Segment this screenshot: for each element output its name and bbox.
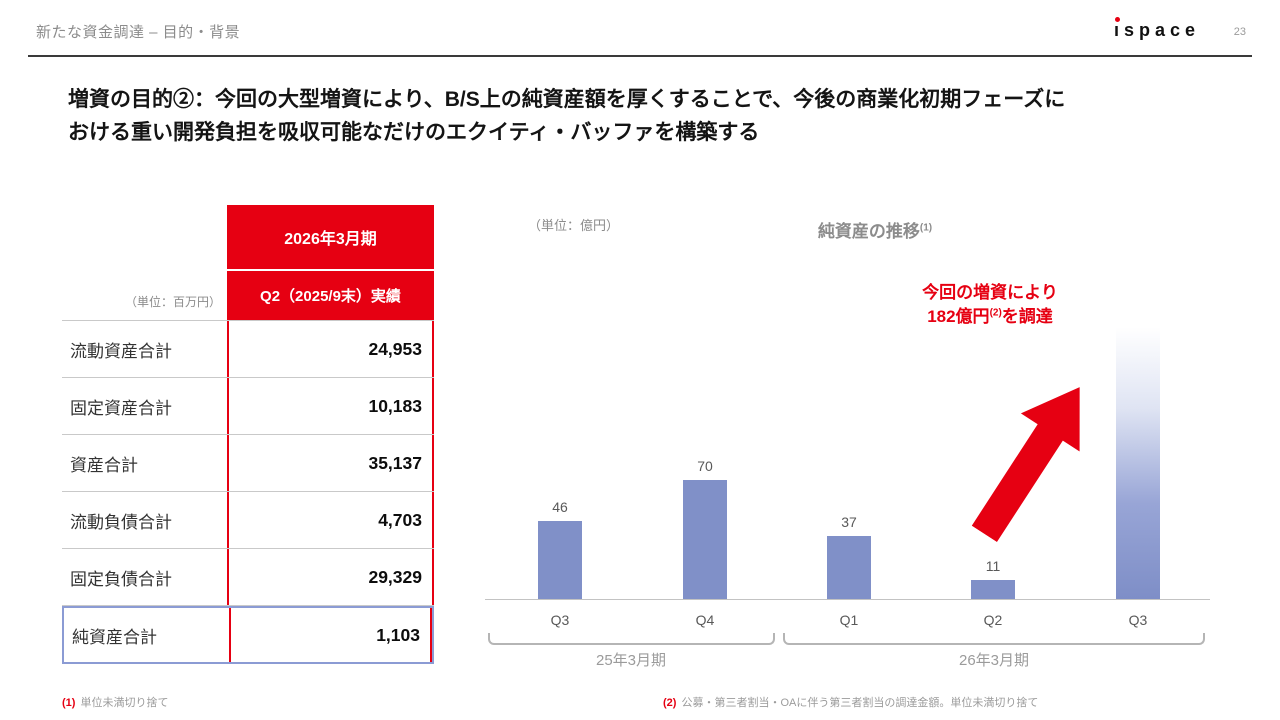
chart-bar bbox=[538, 521, 582, 599]
table-quarter-header: Q2（2025/9末）実績 bbox=[260, 288, 401, 305]
chart-unit-label: （単位：億円） bbox=[528, 218, 620, 233]
logo-red-dot-icon bbox=[1114, 17, 1120, 22]
x-axis-label: Q4 bbox=[695, 612, 715, 628]
row-label: 流動負債合計 bbox=[70, 512, 172, 532]
bar-value-label: 46 bbox=[552, 499, 568, 515]
table-row: 流動資産合計 24,953 bbox=[62, 321, 434, 378]
row-label: 流動資産合計 bbox=[70, 341, 172, 361]
x-axis-label: Q3 bbox=[1128, 612, 1148, 628]
chart-title-footnote-ref: (1) bbox=[919, 222, 933, 234]
table-corner-cell: （単位：百万円） bbox=[62, 205, 227, 320]
row-value: 10,183 bbox=[227, 378, 434, 434]
chart-bar bbox=[827, 536, 871, 599]
chart-bar bbox=[683, 480, 727, 599]
annotation-footnote-ref: (2) bbox=[989, 307, 1002, 319]
table-row-net-assets-highlighted: 純資産合計 1,103 bbox=[62, 606, 434, 664]
fiscal-year-bracket-fy25 bbox=[488, 633, 775, 645]
row-value: 35,137 bbox=[227, 435, 434, 491]
x-axis-label: Q2 bbox=[983, 612, 1003, 628]
row-value: 24,953 bbox=[227, 321, 434, 377]
table-period-header: 2026年3月期 bbox=[227, 205, 434, 271]
annotation-line1: 今回の増資により bbox=[922, 283, 1058, 302]
fiscal-year-label-fy26: 26年3月期 bbox=[958, 652, 1030, 669]
table-row: 資産合計 35,137 bbox=[62, 435, 434, 492]
row-label: 固定負債合計 bbox=[70, 569, 172, 589]
table-body: 流動資産合計 24,953 固定資産合計 10,183 資産合計 35,137 … bbox=[62, 320, 434, 664]
bar-chart-plot: 46 70 37 11 bbox=[485, 205, 1210, 600]
table-row: 流動負債合計 4,703 bbox=[62, 492, 434, 549]
fiscal-year-bracket-fy26 bbox=[783, 633, 1205, 645]
table-row: 固定資産合計 10,183 bbox=[62, 378, 434, 435]
row-label: 資産合計 bbox=[70, 455, 138, 475]
chart-bar bbox=[971, 580, 1015, 599]
x-axis-label: Q3 bbox=[550, 612, 570, 628]
bar-value-label: 37 bbox=[841, 514, 857, 530]
table-red-header: 2026年3月期 Q2（2025/9末）実績 bbox=[227, 205, 434, 320]
slide-heading: 増資の目的②：今回の大型増資により、B/S上の純資産額を厚くすることで、今後の商… bbox=[68, 84, 1228, 149]
chart-title: 純資産の推移(1) bbox=[817, 222, 933, 241]
annotation-line2: 182億円(2)を調達 bbox=[927, 306, 1053, 326]
slide-heading-line2: おける重い開発負担を吸収可能なだけのエクイティ・バッファを構築する bbox=[68, 120, 760, 144]
logo-letter-i: ı bbox=[1114, 17, 1124, 41]
footnote-1-marker: (1) bbox=[62, 697, 76, 709]
x-axis-label: Q1 bbox=[839, 612, 859, 628]
footnote-2: (2) 公募・第三者割当・OAに伴う第三者割当の調達金額。単位未満切り捨て bbox=[663, 694, 1038, 710]
row-value: 29,329 bbox=[227, 549, 434, 605]
page-number: 23 bbox=[1233, 26, 1246, 38]
bar-value-label: 70 bbox=[697, 458, 713, 474]
table-row: 固定負債合計 29,329 bbox=[62, 549, 434, 606]
slide-kicker-title: 新たな資金調達 – 目的・背景 bbox=[36, 24, 241, 41]
row-value: 4,703 bbox=[227, 492, 434, 548]
footnote-1: (1) 単位未満切り捨て bbox=[62, 694, 168, 710]
balance-sheet-table: （単位：百万円） 2026年3月期 Q2（2025/9末）実績 流動資産合計 2… bbox=[62, 205, 434, 664]
row-value: 1,103 bbox=[229, 608, 432, 662]
slide-heading-line1: 増資の目的②：今回の大型増資により、B/S上の純資産額を厚くすることで、今後の商… bbox=[68, 88, 1066, 111]
slide-header: 新たな資金調達 – 目的・背景 ı space 23 bbox=[28, 0, 1252, 57]
fiscal-year-label-fy25: 25年3月期 bbox=[595, 652, 667, 669]
table-header: （単位：百万円） 2026年3月期 Q2（2025/9末）実績 bbox=[62, 205, 434, 320]
row-label: 固定資産合計 bbox=[70, 398, 172, 418]
net-assets-chart: （単位：億円） 純資産の推移(1) 今回の増資により 182億円(2)を調達 4… bbox=[485, 205, 1210, 680]
row-label: 純資産合計 bbox=[72, 627, 157, 647]
chart-bar-projected bbox=[1116, 327, 1160, 599]
footnote-1-text: 単位未満切り捨て bbox=[80, 697, 169, 709]
footnote-2-text: 公募・第三者割当・OAに伴う第三者割当の調達金額。単位未満切り捨て bbox=[681, 697, 1039, 709]
footnote-2-marker: (2) bbox=[663, 697, 677, 709]
ispace-logo: ı space bbox=[1114, 17, 1200, 41]
logo-letters-rest: space bbox=[1123, 20, 1200, 40]
capital-raise-annotation: 今回の増資により 182億円(2)を調達 bbox=[885, 281, 1095, 329]
bar-value-label: 11 bbox=[985, 558, 1001, 574]
table-unit-label: （単位：百万円） bbox=[124, 295, 221, 309]
increase-arrow-icon bbox=[955, 368, 1109, 553]
